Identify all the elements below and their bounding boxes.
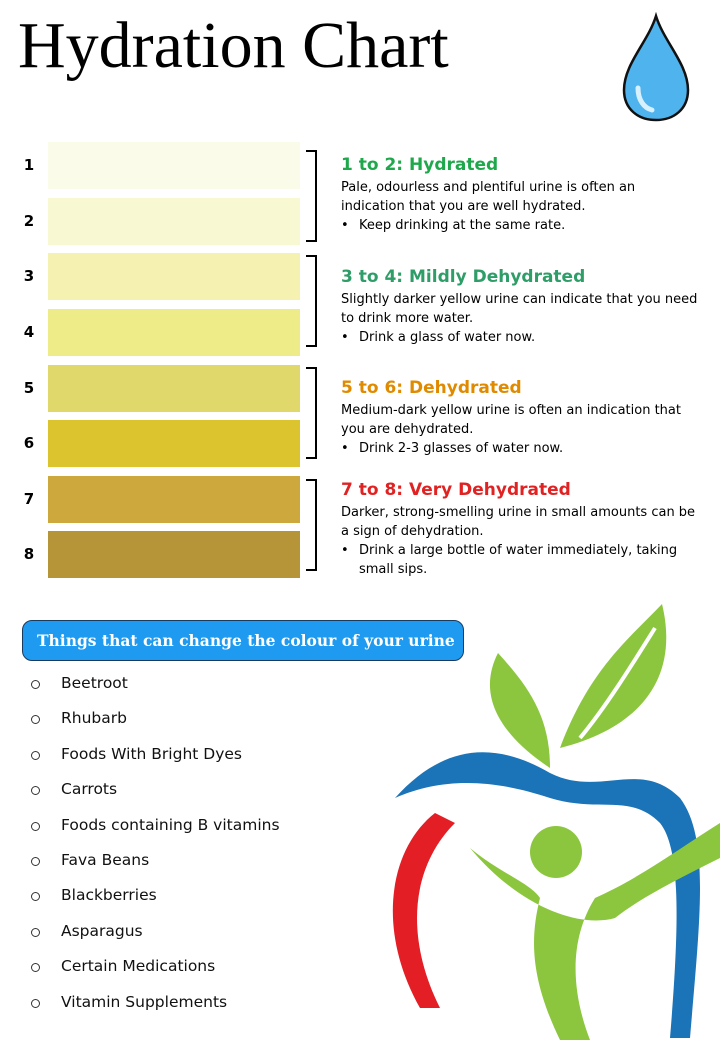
list-bullet <box>31 892 40 902</box>
group-text: 7 to 8: Very Dehydrated Darker, strong-sm… <box>341 479 701 579</box>
list-bullet <box>31 927 40 937</box>
group-heading: 7 to 8: Very Dehydrated <box>341 480 571 500</box>
title: Hydration Chart <box>18 9 449 82</box>
list-item: Beetroot <box>61 674 128 692</box>
group-bullet: Drink a large bottle of water immediatel… <box>341 541 701 579</box>
color-swatch <box>48 198 300 245</box>
group-text: 5 to 6: Dehydrated Medium-dark yellow uri… <box>341 377 701 458</box>
group-bullet: Drink a glass of water now. <box>341 328 701 347</box>
list-item: Foods With Bright Dyes <box>61 744 242 763</box>
list-item: Carrots <box>61 780 118 799</box>
bracket <box>306 367 317 459</box>
group-description: Darker, strong-smelling urine in small a… <box>341 505 696 539</box>
list-item: Asparagus <box>61 921 143 940</box>
level-number: 1 <box>23 156 35 174</box>
list-item: Vitamin Supplements <box>61 992 228 1011</box>
color-swatch <box>48 420 300 467</box>
list-bullet <box>31 786 40 796</box>
group-heading: 3 to 4: Mildly Dehydrated <box>341 267 586 287</box>
level-number: 3 <box>23 267 35 285</box>
list-item: Certain Medications <box>61 957 216 976</box>
group-bullet: Drink 2-3 glasses of water now. <box>341 439 701 458</box>
color-swatch <box>48 365 300 412</box>
color-swatch <box>48 309 300 356</box>
level-number: 8 <box>23 545 35 563</box>
color-swatch <box>48 531 300 578</box>
bracket <box>306 255 317 347</box>
list-item: Blackberries <box>61 886 157 905</box>
level-number: 2 <box>23 212 35 230</box>
list-bullet <box>31 750 40 760</box>
group-description: Pale, odourless and plentiful urine is o… <box>341 180 636 214</box>
water-drop-icon <box>622 12 690 122</box>
list-bullet <box>31 857 40 866</box>
group-bullet: Keep drinking at the same rate. <box>341 216 701 235</box>
bracket <box>306 150 317 242</box>
group-description: Slightly darker yellow urine can indicat… <box>341 292 698 326</box>
level-number: 5 <box>23 379 35 397</box>
bracket <box>306 479 317 571</box>
list-item: Fava Beans <box>61 851 150 869</box>
list-bullet <box>31 998 40 1008</box>
list-bullet <box>31 715 40 725</box>
level-number: 4 <box>23 323 35 341</box>
level-number: 6 <box>23 434 35 452</box>
color-swatch <box>48 253 300 300</box>
color-swatch <box>48 476 300 523</box>
group-text: 1 to 2: Hydrated Pale, odourless and plen… <box>341 154 701 235</box>
color-swatch <box>48 142 300 189</box>
list-bullet <box>31 821 40 831</box>
panel-header: Things that can change the colour of you… <box>22 620 464 661</box>
group-heading: 1 to 2: Hydrated <box>341 155 499 175</box>
list-bullet <box>31 963 40 973</box>
group-text: 3 to 4: Mildly Dehydrated Slightly darker… <box>341 266 701 347</box>
level-number: 7 <box>23 490 35 508</box>
group-heading: 5 to 6: Dehydrated <box>341 378 522 398</box>
apple-logo <box>392 604 720 1040</box>
list-item: Foods containing B vitamins <box>61 815 280 834</box>
list-item: Rhubarb <box>61 709 127 728</box>
list-bullet <box>31 680 40 689</box>
group-description: Medium-dark yellow urine is often an ind… <box>341 403 681 437</box>
